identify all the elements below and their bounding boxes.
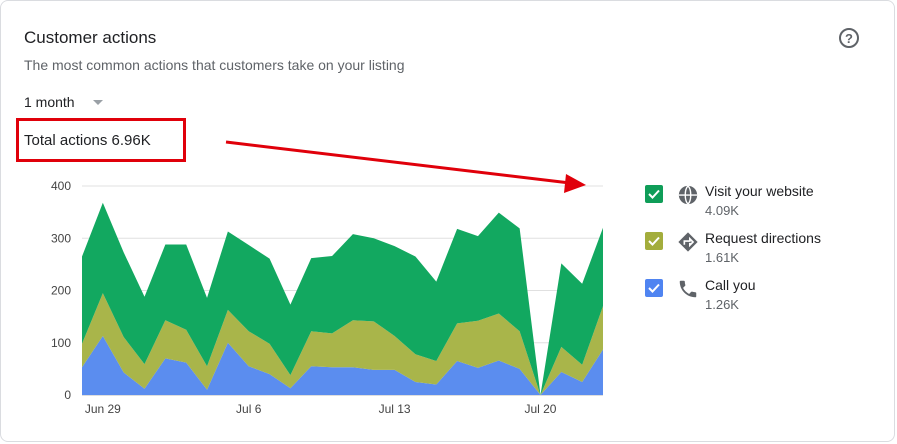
x-tick-label: Jul 20 bbox=[524, 402, 556, 416]
phone-icon bbox=[677, 278, 699, 300]
y-tick-label: 400 bbox=[51, 179, 71, 193]
checkbox-checked-icon[interactable] bbox=[645, 185, 663, 203]
globe-icon bbox=[677, 184, 699, 206]
legend-value: 4.09K bbox=[705, 203, 739, 218]
x-tick-label: Jun 29 bbox=[85, 402, 121, 416]
checkbox-checked-icon[interactable] bbox=[645, 232, 663, 250]
y-tick-label: 200 bbox=[51, 284, 71, 298]
legend-label: Request directions bbox=[705, 230, 821, 246]
card-subtitle: The most common actions that customers t… bbox=[24, 57, 405, 73]
help-circle-icon[interactable]: ? bbox=[839, 28, 859, 48]
legend-item-directions[interactable]: Request directions 1.61K bbox=[645, 230, 885, 274]
series-directions-area bbox=[82, 293, 603, 395]
period-label: 1 month bbox=[24, 94, 75, 110]
total-actions-highlight: Total actions 6.96K bbox=[16, 118, 186, 162]
series-call-area bbox=[82, 335, 603, 395]
total-actions-label: Total actions 6.96K bbox=[24, 131, 151, 149]
caret-down-icon bbox=[92, 99, 103, 105]
legend-item-website[interactable]: Visit your website 4.09K bbox=[645, 183, 885, 227]
legend-value: 1.26K bbox=[705, 297, 739, 312]
y-tick-label: 300 bbox=[51, 231, 71, 245]
card-title: Customer actions bbox=[24, 28, 157, 47]
legend-label: Visit your website bbox=[705, 183, 814, 199]
y-tick-label: 0 bbox=[64, 388, 71, 402]
legend-label: Call you bbox=[705, 277, 756, 293]
checkbox-checked-icon[interactable] bbox=[645, 279, 663, 297]
x-tick-label: Jul 6 bbox=[236, 402, 262, 416]
series-website-area bbox=[82, 202, 603, 395]
y-tick-label: 100 bbox=[51, 336, 71, 350]
legend-item-call[interactable]: Call you 1.26K bbox=[645, 277, 885, 321]
directions-icon bbox=[677, 231, 699, 253]
period-dropdown[interactable]: 1 month bbox=[24, 94, 103, 110]
legend-value: 1.61K bbox=[705, 250, 739, 265]
x-tick-label: Jul 13 bbox=[379, 402, 411, 416]
